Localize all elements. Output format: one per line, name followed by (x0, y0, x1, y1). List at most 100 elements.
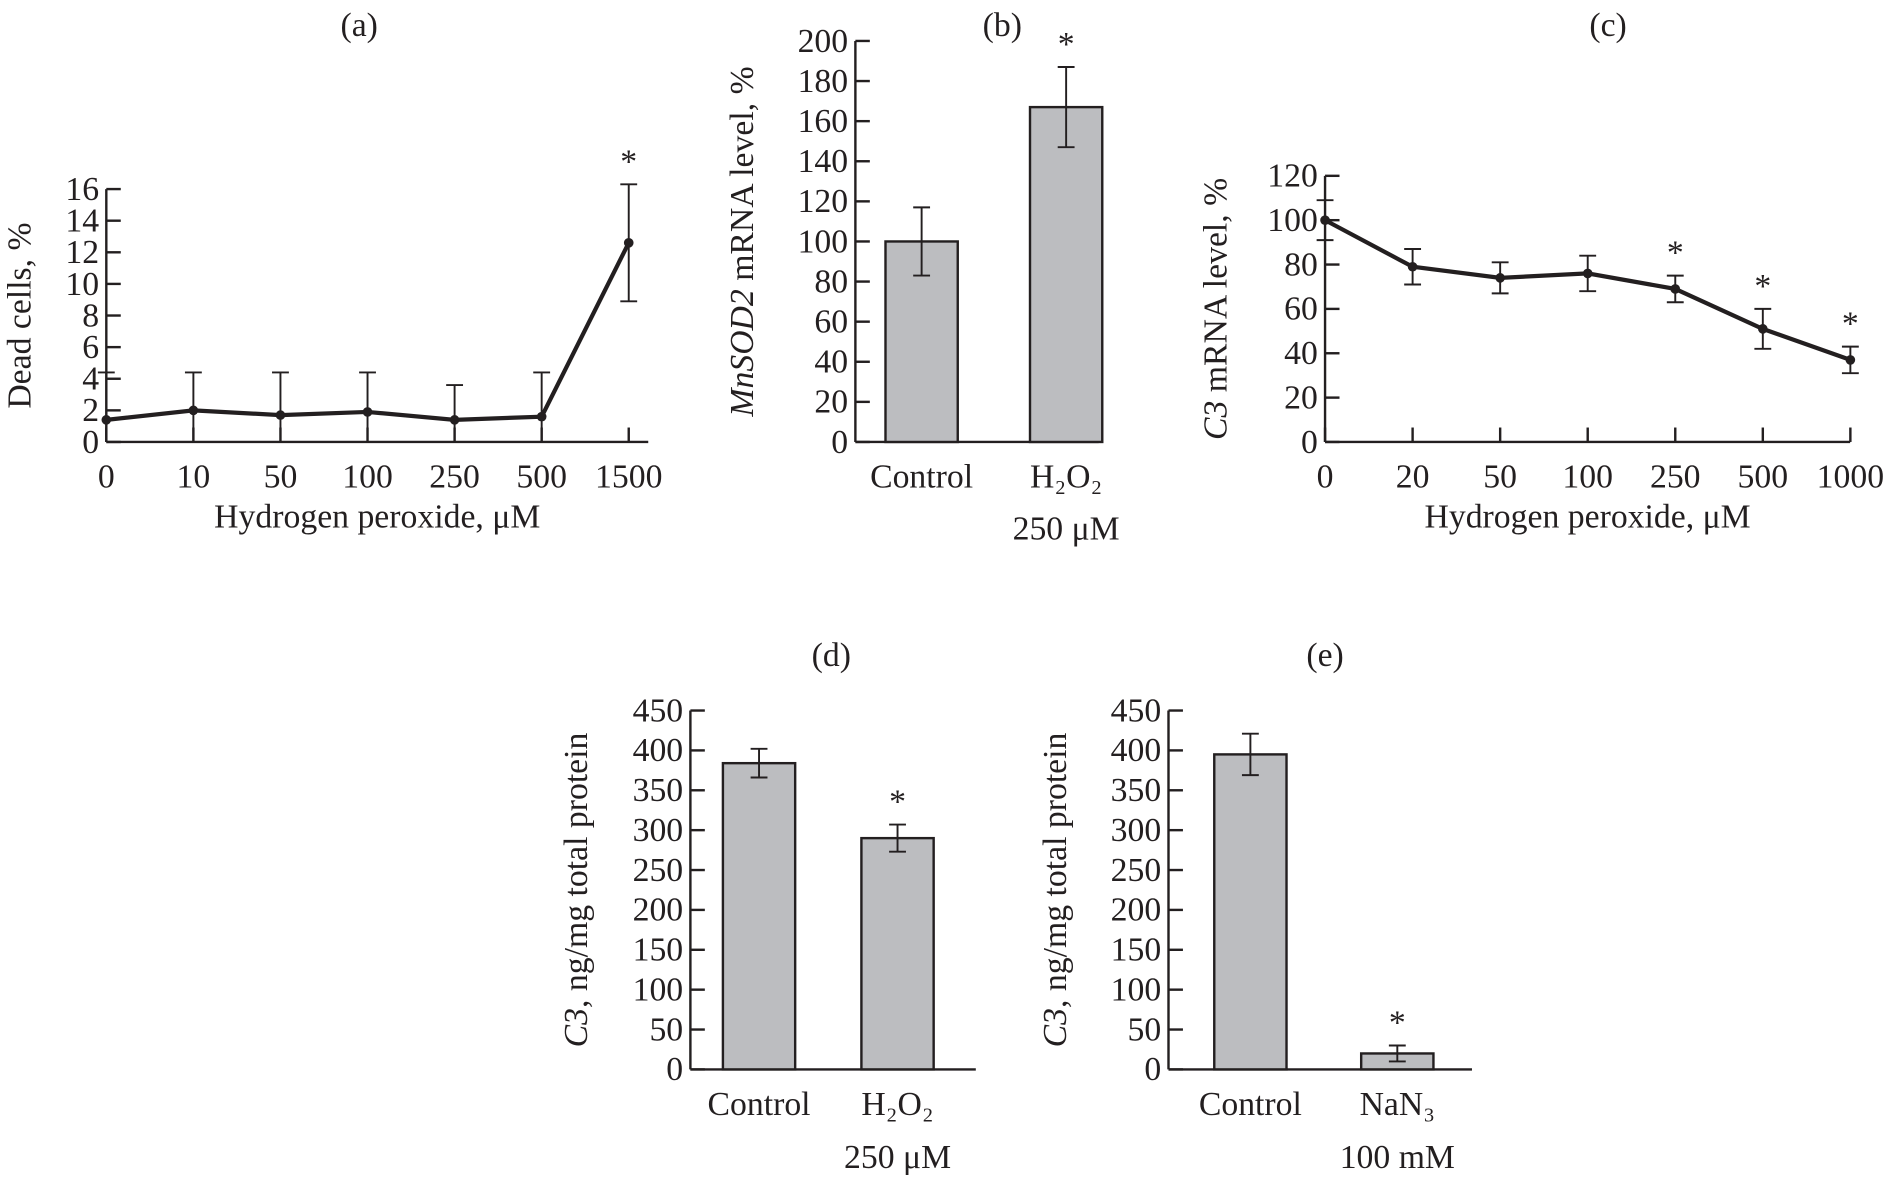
x-tick-sublabel: 100 mM (1340, 1139, 1455, 1176)
data-point (362, 407, 373, 417)
y-tick-label: 100 (1111, 971, 1162, 1008)
y-axis-label-italic: C3 (558, 1008, 595, 1047)
y-axis-label-text: Dead cells, % (1, 222, 38, 408)
y-tick-label: 60 (1284, 291, 1318, 328)
panel-label: (d) (812, 637, 851, 674)
y-tick-label: 80 (1284, 246, 1318, 283)
x-tick-label: 100 (1562, 459, 1613, 496)
y-axis-label-italic: C3 (1037, 1008, 1074, 1047)
data-point (1582, 268, 1593, 279)
y-axis-label-text: , ng/mg total protein (558, 732, 595, 1007)
y-tick-label: 50 (1128, 1011, 1162, 1048)
y-tick-label: 60 (814, 304, 848, 341)
y-tick-label: 450 (633, 692, 684, 729)
y-tick-label: 120 (1267, 158, 1318, 195)
y-axis-label-text: mRNA level, % (724, 66, 761, 289)
x-tick-label: 0 (98, 459, 115, 496)
y-tick-label: 100 (1267, 202, 1318, 239)
data-point (101, 415, 112, 425)
y-tick-label: 6 (82, 329, 99, 366)
y-tick-label: 12 (65, 234, 99, 271)
data-point (1757, 324, 1768, 334)
y-tick-label: 450 (1111, 692, 1162, 729)
y-tick-label: 8 (82, 297, 99, 334)
y-tick-label: 150 (633, 932, 684, 969)
data-point (449, 415, 460, 425)
panel-c: (c) 0 20 40 60 80 100 120 C3 mRNA level, % 0 20 50 1… (1197, 7, 1884, 535)
panel-label: (c) (1589, 7, 1626, 44)
y-tick-label: 350 (1111, 772, 1162, 809)
y-tick-label: 300 (1111, 812, 1162, 849)
y-tick-label: 14 (65, 203, 99, 240)
x-tick-label: Control (870, 459, 973, 496)
bar (721, 761, 797, 1071)
x-tick-label: 0 (1317, 459, 1334, 496)
y-tick-label: 10 (65, 266, 99, 303)
y-tick-label: 40 (1284, 335, 1318, 372)
x-tick-label: 1500 (595, 459, 662, 496)
bar (1028, 105, 1104, 444)
y-tick-label: 180 (798, 63, 849, 100)
significance-marker: * (1842, 306, 1859, 343)
y-tick-label: 0 (666, 1051, 683, 1088)
data-point (1495, 273, 1505, 283)
data-point (1320, 215, 1330, 226)
bar (1213, 753, 1288, 1071)
y-tick-label: 250 (633, 852, 684, 889)
panel-label: (b) (983, 7, 1022, 44)
x-tick-label: 1000 (1817, 459, 1884, 496)
y-tick-label: 160 (798, 103, 849, 140)
y-tick-label: 400 (633, 732, 684, 769)
x-axis-label: Hydrogen peroxide, μM (214, 498, 540, 535)
y-tick-label: 40 (814, 344, 848, 381)
significance-marker: * (1058, 26, 1075, 63)
x-axis-label: Hydrogen peroxide, μM (1425, 498, 1751, 535)
y-tick-label: 300 (633, 812, 684, 849)
data-point (536, 411, 547, 422)
y-tick-label: 50 (649, 1011, 683, 1048)
panel-label: (a) (340, 7, 377, 44)
y-tick-label: 16 (65, 171, 99, 208)
x-tick-label: 50 (264, 459, 298, 496)
y-tick-label: 150 (1111, 932, 1162, 969)
x-tick-label: 250 (1650, 459, 1701, 496)
x-tick-label: Control (1199, 1086, 1302, 1123)
y-tick-label: 2 (82, 392, 99, 429)
y-tick-label: 250 (1111, 852, 1162, 889)
data-point (188, 405, 199, 416)
x-tick-label: H₂O₂ (861, 1086, 933, 1123)
y-tick-label: 4 (82, 361, 99, 398)
data-point (275, 410, 286, 420)
x-tick-label: 500 (1738, 459, 1789, 496)
data-point (623, 237, 634, 248)
significance-marker: * (620, 143, 637, 180)
significance-marker: * (1754, 268, 1771, 305)
bar (860, 836, 935, 1071)
y-tick-label: 0 (1301, 424, 1318, 461)
x-tick-label: 500 (516, 459, 567, 496)
y-axis-label-text: , ng/mg total protein (1037, 732, 1074, 1007)
y-tick-label: 120 (798, 183, 849, 220)
y-tick-label: 100 (633, 971, 684, 1008)
y-tick-label: 0 (1144, 1051, 1161, 1088)
y-tick-label: 0 (82, 424, 99, 461)
y-axis-label: MnSOD2 mRNA level, % (724, 66, 761, 417)
data-point (1407, 261, 1418, 272)
y-tick-label: 100 (798, 223, 849, 260)
x-tick-label: 20 (1396, 459, 1430, 496)
x-tick-label: NaN₃ (1360, 1086, 1435, 1123)
y-axis-label: Dead cells, % (1, 222, 38, 408)
y-tick-label: 20 (1284, 379, 1318, 416)
x-tick-sublabel: 250 μM (844, 1139, 951, 1176)
x-tick-label: 100 (342, 459, 393, 496)
data-point (1670, 284, 1681, 294)
x-tick-label: H₂O₂ (1030, 459, 1102, 496)
significance-marker: * (1389, 1004, 1406, 1041)
y-tick-label: 350 (633, 772, 684, 809)
x-tick-sublabel: 250 μM (1013, 511, 1120, 548)
y-tick-label: 80 (814, 263, 848, 300)
